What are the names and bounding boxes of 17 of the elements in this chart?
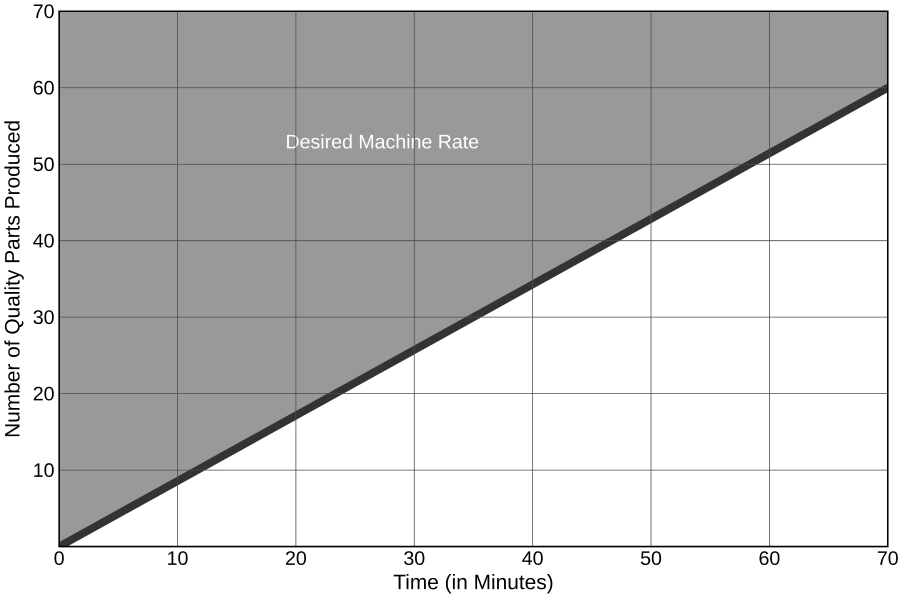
x-axis-title: Time (in Minutes): [394, 574, 552, 594]
y-tick-label: 10: [34, 463, 54, 478]
x-tick-label: 0: [54, 551, 64, 566]
x-tick-label: 30: [404, 551, 424, 566]
x-tick-label: 70: [878, 551, 898, 566]
y-axis-title: Number of Quality Parts Produced: [4, 121, 24, 436]
y-tick-label: 60: [34, 80, 54, 95]
x-tick-label: 40: [522, 551, 543, 566]
y-tick-label: 40: [33, 234, 54, 248]
x-tick-label: 10: [168, 551, 188, 566]
x-tick-label: 50: [640, 551, 662, 566]
x-tick-label: 60: [760, 551, 780, 566]
y-tick-label: 70: [34, 4, 54, 18]
y-tick-label: 20: [34, 386, 54, 401]
y-tick-label: 50: [34, 157, 54, 172]
y-tick-label: 30: [34, 310, 54, 324]
x-tick-label: 20: [286, 551, 306, 566]
